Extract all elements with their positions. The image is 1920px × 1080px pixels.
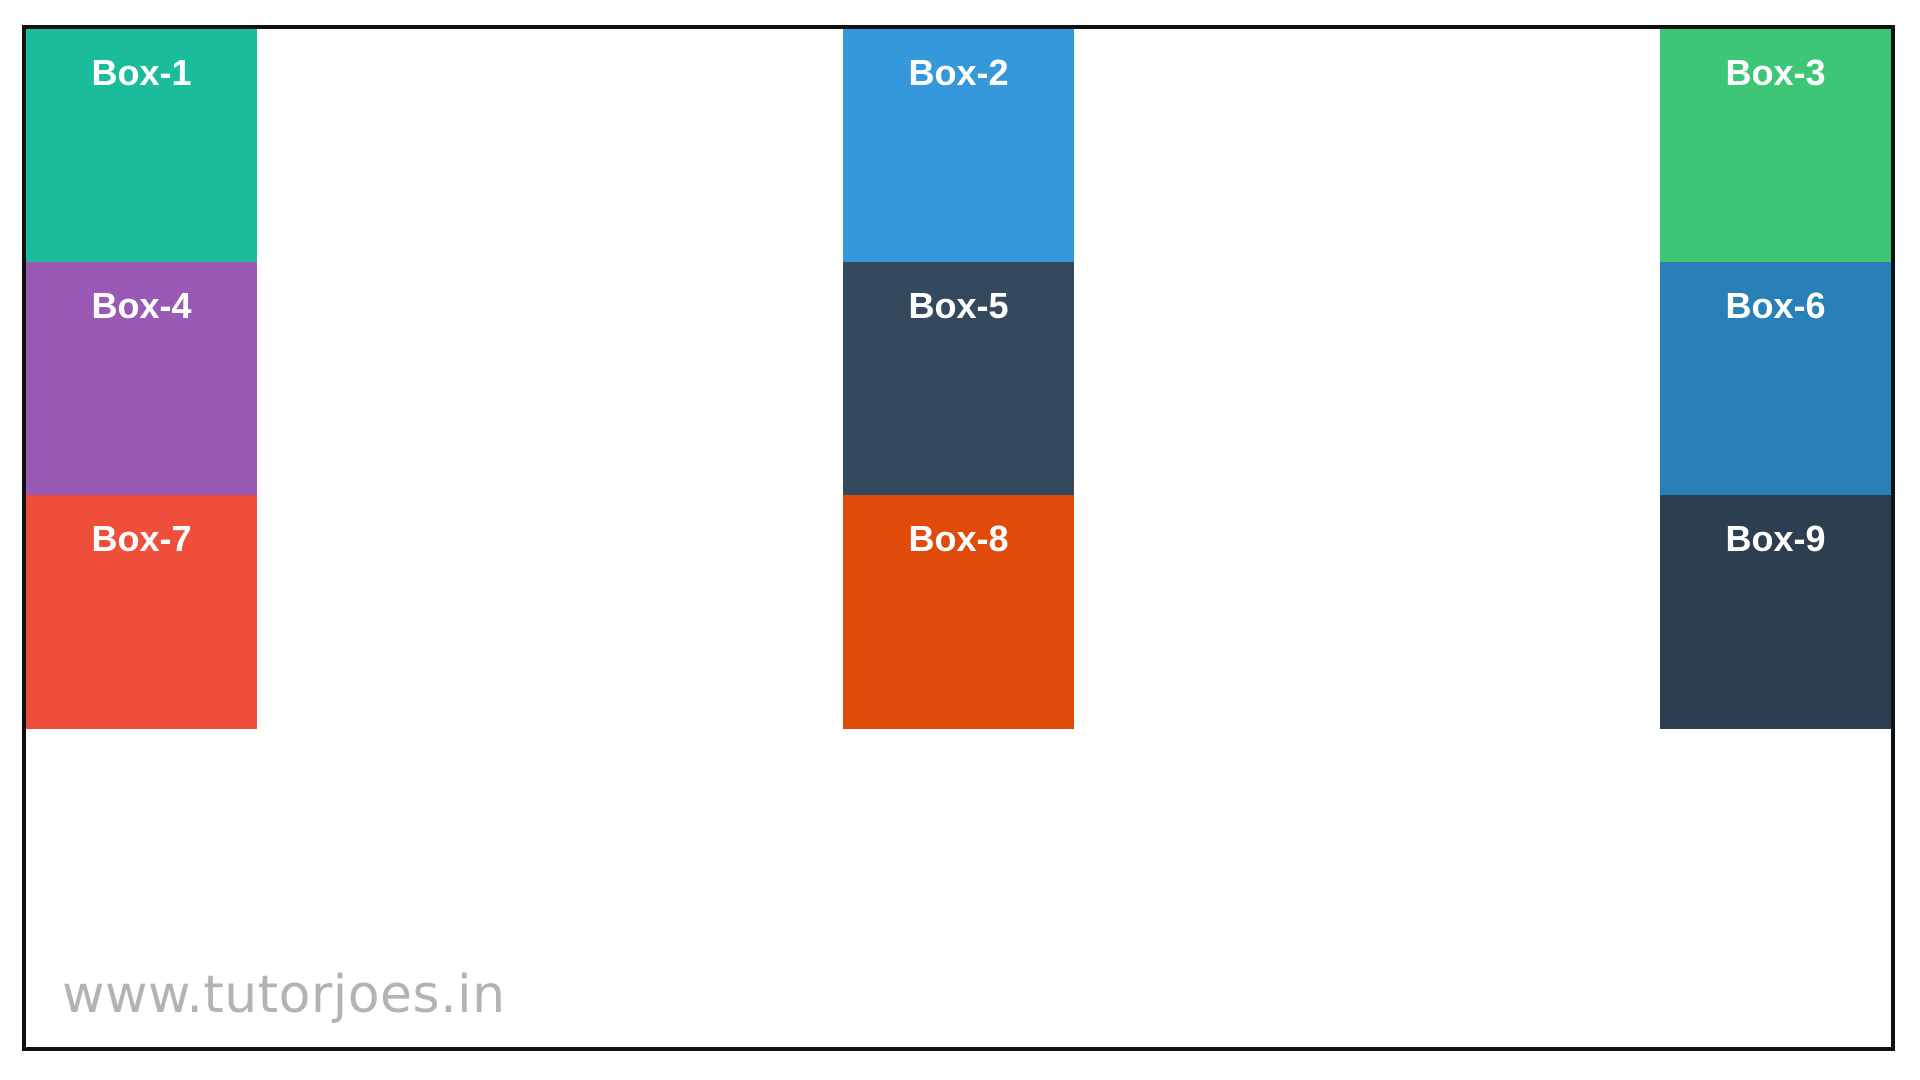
- box-7-label: Box-7: [91, 518, 192, 559]
- flex-container: Box-1 Box-2 Box-3 Box-4 Box-5 Box-6 Box-…: [22, 25, 1895, 1051]
- box-9: Box-9: [1660, 495, 1891, 729]
- box-3: Box-3: [1660, 29, 1891, 262]
- box-8-label: Box-8: [908, 518, 1009, 559]
- box-3-label: Box-3: [1725, 52, 1826, 93]
- box-2-label: Box-2: [908, 52, 1009, 93]
- watermark-text: www.tutorjoes.in: [62, 965, 506, 1025]
- box-5-label: Box-5: [908, 285, 1009, 326]
- box-4-label: Box-4: [91, 285, 192, 326]
- box-7: Box-7: [26, 495, 257, 729]
- box-1-label: Box-1: [91, 52, 192, 93]
- box-5: Box-5: [843, 262, 1074, 495]
- box-grid: Box-1 Box-2 Box-3 Box-4 Box-5 Box-6 Box-…: [26, 29, 1891, 729]
- box-6-label: Box-6: [1725, 285, 1826, 326]
- box-2: Box-2: [843, 29, 1074, 262]
- box-6: Box-6: [1660, 262, 1891, 495]
- box-4: Box-4: [26, 262, 257, 495]
- box-8: Box-8: [843, 495, 1074, 729]
- box-1: Box-1: [26, 29, 257, 262]
- box-9-label: Box-9: [1725, 518, 1826, 559]
